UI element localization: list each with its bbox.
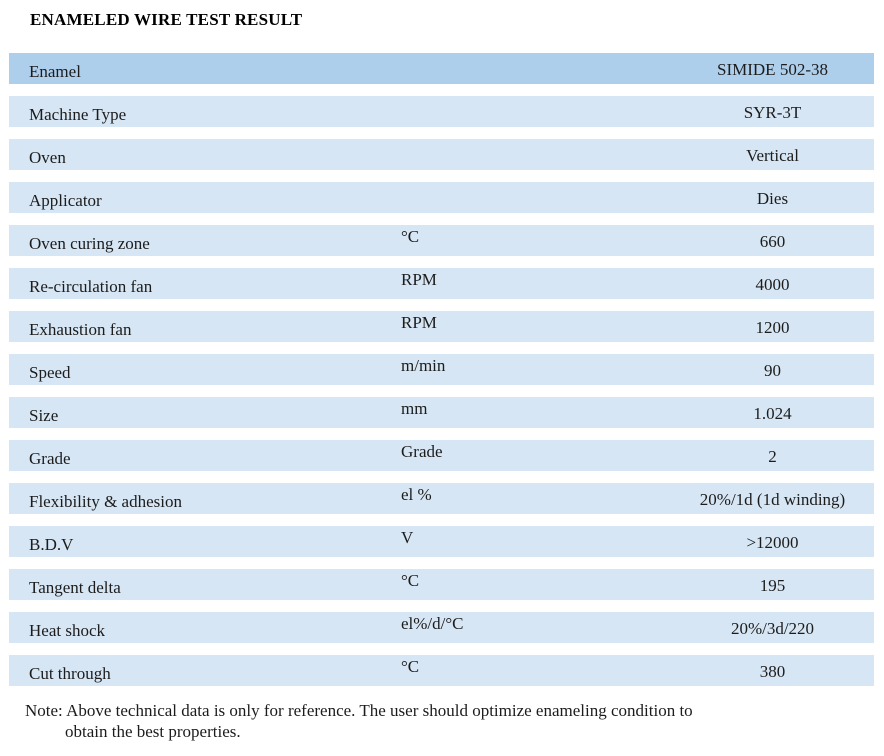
table-row: Tangent delta °C 195 — [9, 569, 874, 600]
row-unit: mm — [401, 398, 428, 418]
row-unit: el%/d/°C — [401, 613, 464, 633]
row-label: Flexibility & adhesion — [29, 491, 182, 511]
table-row: Flexibility & adhesion el % 20%/1d (1d w… — [9, 483, 874, 514]
row-label: Machine Type — [29, 104, 127, 124]
row-label: B.D.V — [29, 534, 74, 554]
row-value: >12000 — [746, 532, 799, 552]
table-row: Size mm 1.024 — [9, 397, 874, 428]
row-value: 660 — [759, 231, 786, 251]
row-unit: °C — [401, 656, 420, 676]
table-row: Re-circulation fan RPM 4000 — [9, 268, 874, 299]
row-unit: V — [401, 527, 414, 547]
row-value: SIMIDE 502-38 — [717, 59, 828, 79]
row-label: Tangent delta — [29, 577, 121, 597]
table-row: B.D.V V >12000 — [9, 526, 874, 557]
footnote-line-1: Note: Above technical data is only for r… — [25, 701, 693, 720]
row-value: 2 — [768, 446, 777, 466]
row-label: Enamel — [29, 61, 81, 81]
row-unit: Grade — [401, 441, 443, 461]
row-value: 20%/1d (1d winding) — [699, 489, 846, 509]
row-value: 195 — [759, 575, 786, 595]
row-label: Grade — [29, 448, 71, 468]
row-value: 90 — [764, 360, 781, 380]
table-row: Exhaustion fan RPM 1200 — [9, 311, 874, 342]
table-row: Applicator Dies — [9, 182, 874, 213]
row-value: Vertical — [746, 145, 799, 165]
row-unit: RPM — [401, 269, 437, 289]
row-label: Heat shock — [29, 620, 106, 640]
row-label: Oven — [29, 147, 66, 167]
row-label: Applicator — [29, 190, 102, 210]
row-value: 4000 — [755, 274, 790, 294]
footnote-line-2: obtain the best properties. — [65, 722, 241, 741]
table-row: Cut through °C 380 — [9, 655, 874, 686]
row-unit: m/min — [401, 355, 446, 375]
table-row: Machine Type SYR-3T — [9, 96, 874, 127]
row-unit: RPM — [401, 312, 437, 332]
row-label: Re-circulation fan — [29, 276, 153, 296]
row-value: 1.024 — [753, 403, 792, 423]
table-row: Grade Grade 2 — [9, 440, 874, 471]
row-value: 380 — [759, 661, 786, 681]
row-value: 20%/3d/220 — [730, 618, 815, 638]
row-value: 1200 — [755, 317, 790, 337]
table-row: Speed m/min 90 — [9, 354, 874, 385]
table-row: Oven curing zone °C 660 — [9, 225, 874, 256]
row-label: Speed — [29, 362, 71, 382]
footnote: Note: Above technical data is only for r… — [25, 700, 855, 742]
row-value: Dies — [756, 188, 789, 208]
test-result-table: Enamel SIMIDE 502-38 Machine Type SYR-3T… — [9, 53, 874, 698]
row-unit: °C — [401, 570, 420, 590]
row-label: Exhaustion fan — [29, 319, 132, 339]
row-label: Oven curing zone — [29, 233, 150, 253]
row-unit: °C — [401, 226, 420, 246]
table-row: Heat shock el%/d/°C 20%/3d/220 — [9, 612, 874, 643]
row-label: Size — [29, 405, 59, 425]
row-label: Cut through — [29, 663, 111, 683]
row-unit: el % — [401, 484, 432, 504]
table-row: Enamel SIMIDE 502-38 — [9, 53, 874, 84]
page: ENAMELED WIRE TEST RESULT Enamel SIMIDE … — [0, 10, 884, 756]
page-title: ENAMELED WIRE TEST RESULT — [30, 10, 303, 29]
table-row: Oven Vertical — [9, 139, 874, 170]
row-value: SYR-3T — [743, 102, 802, 122]
